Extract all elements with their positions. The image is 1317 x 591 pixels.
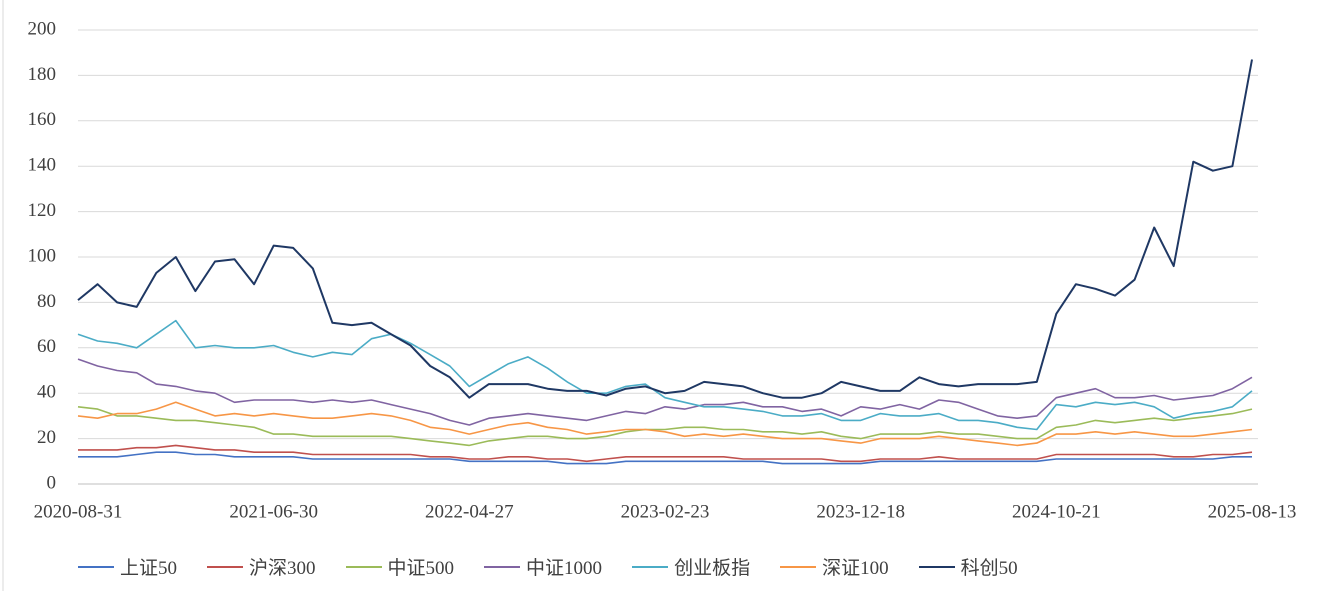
series-line [77,319,1253,431]
legend-item: 中证500 [345,553,455,580]
x-tick-label: 2024-10-21 [1012,501,1101,522]
legend-label: 科创50 [960,558,1018,579]
legend-item: 创业板指 [632,553,750,580]
legend: 上证50 沪深300 中证500 中证1000 创业板指 深证100 科创50 [78,553,1018,580]
x-tick-label: 2023-12-18 [816,501,905,522]
y-tick-label: 0 [47,472,57,493]
x-tick-label: 2021-06-30 [229,501,318,522]
legend-item: 上证50 [78,553,177,580]
legend-swatch [207,565,244,568]
y-tick-label: 180 [28,64,57,85]
legend-label: 上证50 [120,558,178,579]
series-line [78,451,1252,465]
series-line [77,406,1253,447]
legend-label: 中证1000 [526,558,603,579]
y-tick-label: 200 [28,18,57,39]
legend-label: 沪深300 [249,558,316,579]
y-tick-label: 40 [37,382,56,403]
legend-swatch [780,565,817,568]
x-tick-label: 2020-08-31 [34,501,123,522]
legend-label: 中证500 [387,558,455,579]
legend-swatch [918,565,955,568]
y-tick-label: 60 [37,336,56,357]
legend-item: 深证100 [780,553,889,580]
series-line [78,444,1253,463]
legend-swatch [484,565,521,568]
legend-item: 科创50 [918,553,1018,580]
legend-swatch [632,565,669,568]
legend-swatch [78,565,114,568]
series-line [77,59,1253,399]
y-tick-label: 120 [28,200,57,221]
series-line [77,358,1253,426]
series-line [77,401,1253,447]
x-tick-label: 2022-04-27 [425,501,514,522]
y-tick-label: 20 [37,427,56,448]
legend-item: 中证1000 [484,553,602,580]
legend-label: 深证100 [822,558,889,579]
y-tick-label: 80 [37,291,56,312]
legend-item: 沪深300 [207,553,316,580]
x-tick-label: 2025-08-13 [1208,501,1297,522]
x-tick-label: 2023-02-23 [621,501,710,522]
y-tick-label: 160 [28,109,57,130]
y-tick-label: 100 [28,245,57,266]
y-tick-label: 140 [28,155,57,176]
legend-swatch [345,565,382,568]
legend-label: 创业板指 [674,558,751,579]
